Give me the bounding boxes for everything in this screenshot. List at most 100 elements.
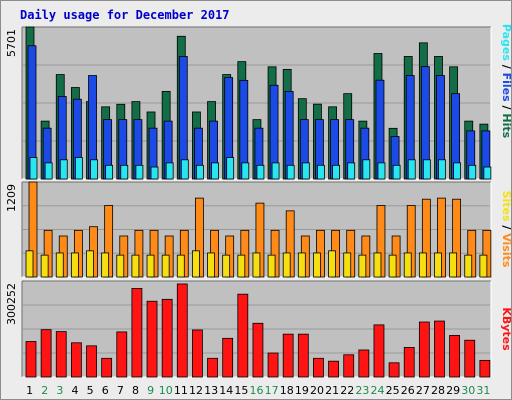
bar-kbytes-3 (55, 331, 67, 378)
legend-entry-files: Files (500, 73, 511, 103)
bar-pages-29 (453, 162, 462, 180)
legend-visits-sites: Sites / Visits (500, 191, 511, 268)
bar-pages-27 (422, 159, 431, 180)
bar-kbytes-19 (297, 333, 309, 378)
x-tick-label-21: 21 (325, 384, 339, 397)
bar-sites-23 (358, 254, 367, 278)
x-tick-label-13: 13 (204, 384, 218, 397)
legend-separator: / (500, 222, 511, 234)
y-max-label-3: 300252 (5, 283, 18, 325)
bar-pages-17 (271, 162, 280, 180)
x-tick-label-3: 3 (56, 384, 63, 397)
bar-kbytes-13 (207, 357, 218, 378)
bar-kbytes-16 (252, 322, 264, 378)
bar-kbytes-26 (403, 347, 415, 378)
bar-sites-16 (252, 252, 261, 278)
bar-sites-5 (86, 250, 94, 278)
bar-sites-27 (418, 252, 427, 278)
bar-pages-6 (105, 164, 114, 180)
x-tick-label-9: 9 (147, 384, 154, 397)
bar-sites-22 (343, 252, 352, 278)
bar-sites-17 (267, 254, 276, 278)
bar-kbytes-11 (176, 283, 188, 378)
legend-entry-pages: Pages (500, 24, 511, 62)
x-tick-label-20: 20 (310, 384, 324, 397)
bar-kbytes-7 (116, 331, 128, 378)
bar-pages-8 (135, 164, 144, 180)
bar-sites-31 (479, 254, 488, 278)
bar-pages-3 (59, 159, 68, 180)
bar-kbytes-29 (449, 335, 461, 378)
bar-kbytes-17 (267, 352, 279, 378)
bar-pages-30 (468, 164, 477, 180)
bar-sites-20 (313, 252, 321, 278)
bar-sites-30 (464, 254, 473, 278)
bar-pages-1 (29, 157, 38, 180)
x-tick-label-4: 4 (71, 384, 78, 397)
legend-entry-kbytes: KBytes (500, 307, 511, 351)
x-tick-label-7: 7 (117, 384, 124, 397)
bar-sites-8 (131, 254, 140, 278)
legend-kbytes: KBytes (500, 307, 511, 351)
bar-kbytes-21 (328, 360, 339, 378)
bar-pages-25 (392, 164, 401, 180)
bar-sites-2 (40, 254, 49, 278)
bar-sites-15 (237, 254, 246, 278)
bar-sites-11 (176, 254, 185, 278)
bar-sites-10 (161, 254, 170, 278)
bar-pages-2 (44, 162, 53, 180)
bar-sites-13 (207, 252, 215, 278)
bar-kbytes-15 (237, 293, 249, 378)
x-tick-label-27: 27 (416, 384, 430, 397)
bar-kbytes-12 (192, 329, 203, 378)
bar-pages-23 (362, 159, 371, 180)
legend-entry-visits: Visits (500, 233, 511, 268)
bar-kbytes-14 (222, 337, 234, 378)
y-max-label-1: 5701 (5, 29, 18, 57)
bar-pages-19 (301, 162, 310, 180)
bar-sites-29 (449, 252, 458, 278)
x-tick-label-11: 11 (174, 384, 188, 397)
bar-kbytes-20 (313, 357, 324, 378)
bar-sites-18 (282, 252, 291, 278)
bar-kbytes-1 (25, 341, 37, 378)
bar-sites-19 (297, 252, 306, 278)
bar-sites-25 (388, 254, 397, 278)
bar-pages-20 (317, 164, 325, 180)
bar-pages-31 (483, 166, 492, 180)
x-tick-label-8: 8 (132, 384, 139, 397)
bar-pages-14 (226, 157, 235, 180)
x-tick-label-15: 15 (234, 384, 248, 397)
bar-kbytes-24 (373, 324, 385, 378)
bar-kbytes-8 (131, 288, 143, 378)
bar-pages-15 (241, 162, 250, 180)
x-tick-label-6: 6 (102, 384, 109, 397)
legend-hits-files-pages: Pages / Files / Hits (500, 24, 511, 139)
bar-pages-12 (196, 164, 204, 180)
x-tick-label-19: 19 (295, 384, 309, 397)
x-tick-label-29: 29 (446, 384, 460, 397)
bar-kbytes-30 (464, 339, 476, 378)
x-tick-label-2: 2 (41, 384, 48, 397)
bar-pages-9 (150, 166, 159, 180)
bar-sites-24 (373, 252, 382, 278)
bar-kbytes-10 (161, 298, 173, 378)
bar-pages-18 (286, 164, 295, 180)
chart-title: Daily usage for December 2017 (20, 8, 230, 22)
x-tick-label-16: 16 (250, 384, 264, 397)
bar-pages-21 (332, 164, 340, 180)
x-tick-label-24: 24 (371, 384, 385, 397)
bar-kbytes-18 (282, 333, 294, 378)
y-max-label-2: 1209 (5, 184, 18, 212)
bar-sites-1 (25, 250, 34, 278)
bar-kbytes-31 (479, 359, 491, 378)
bar-pages-13 (211, 162, 219, 180)
bar-sites-26 (403, 252, 412, 278)
x-tick-label-18: 18 (280, 384, 294, 397)
x-tick-label-5: 5 (87, 384, 94, 397)
x-tick-label-10: 10 (159, 384, 173, 397)
bar-kbytes-2 (40, 329, 52, 378)
x-tick-label-17: 17 (265, 384, 279, 397)
x-tick-label-26: 26 (401, 384, 415, 397)
